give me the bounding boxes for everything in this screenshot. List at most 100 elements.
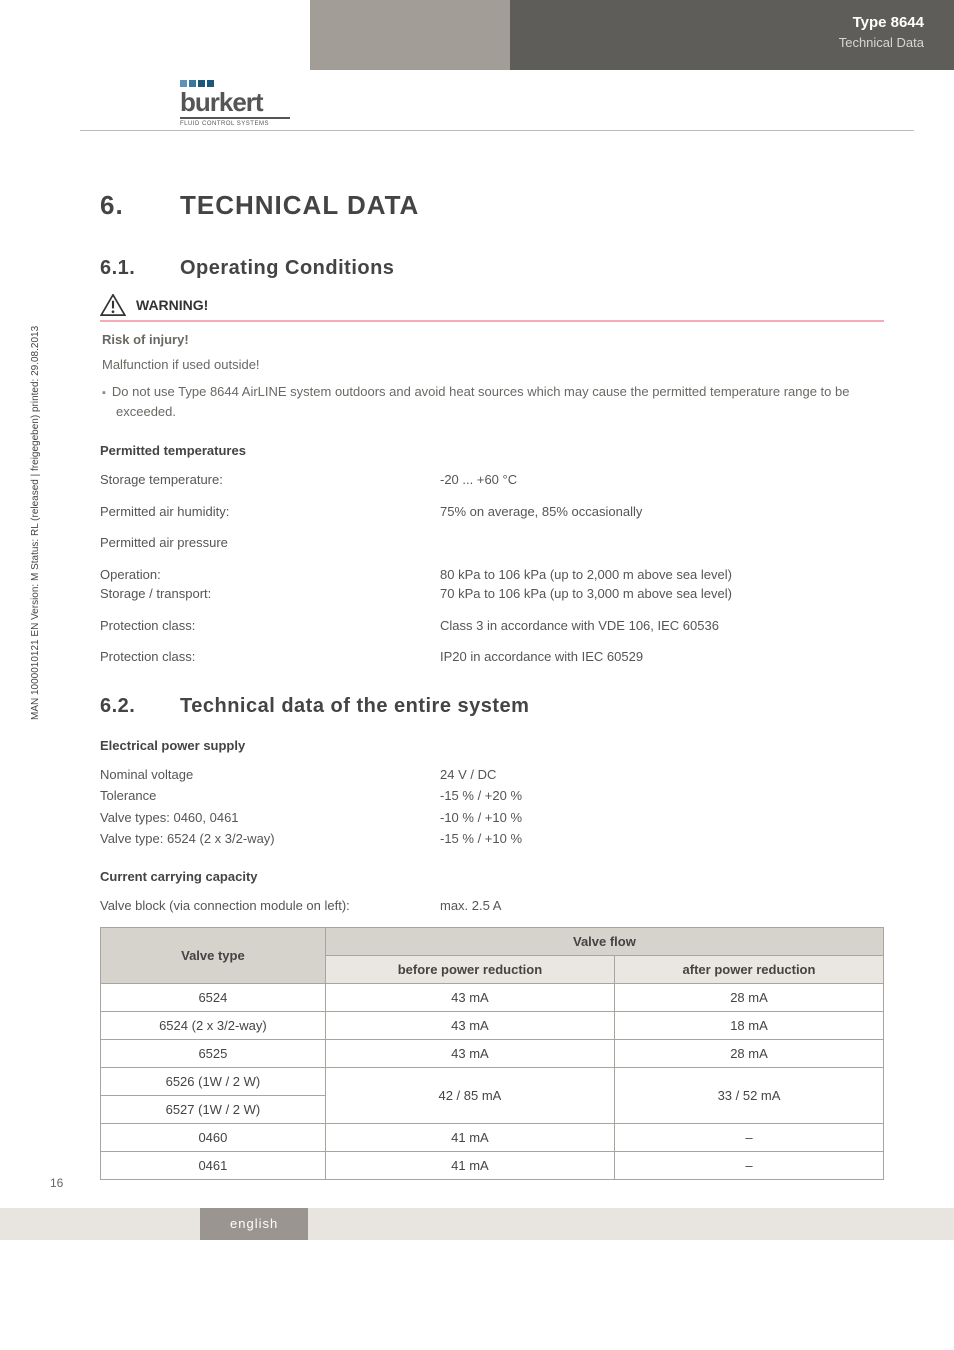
td-type: 0461: [101, 1152, 326, 1180]
page-header: Type 8644 Technical Data burkert FLUID C…: [0, 0, 954, 130]
header-divider: [80, 130, 914, 131]
kv-row: Valve type: 6524 (2 x 3/2-way)-15 % / +1…: [100, 829, 884, 849]
page-number: 16: [50, 1176, 63, 1190]
warning-label: WARNING!: [136, 297, 208, 313]
warning-body: Risk of injury! Malfunction if used outs…: [100, 330, 884, 423]
table-row: 046141 mA–: [101, 1152, 884, 1180]
subsection-heading: 6.1.Operating Conditions: [100, 257, 884, 280]
section-title: TECHNICAL DATA: [180, 190, 419, 220]
td-type: 0460: [101, 1124, 326, 1152]
subsection-title: Operating Conditions: [180, 257, 394, 279]
kv-value: max. 2.5 A: [440, 896, 884, 916]
bottom-bar: english: [0, 1208, 954, 1240]
subsection-number: 6.2.: [100, 695, 180, 718]
kv-row: Valve types: 0460, 0461-10 % / +10 %: [100, 808, 884, 828]
kv-key: Nominal voltage: [100, 765, 440, 785]
td-after: 28 mA: [615, 1040, 884, 1068]
td-before: 43 mA: [325, 1012, 614, 1040]
main-content: 6.TECHNICAL DATA 6.1.Operating Condition…: [0, 130, 954, 1240]
kv-value: 24 V / DC: [440, 765, 884, 785]
td-type: 6524: [101, 984, 326, 1012]
electrical-supply-title: Electrical power supply: [100, 738, 884, 753]
language-tab: english: [200, 1208, 308, 1240]
kv-row: Valve block (via connection module on le…: [100, 896, 884, 916]
warning-line: Malfunction if used outside!: [102, 355, 884, 376]
td-type: 6526 (1W / 2 W): [101, 1068, 326, 1096]
kv-row: Tolerance-15 % / +20 %: [100, 786, 884, 806]
side-metadata-text: MAN 1000010121 EN Version: M Status: RL …: [30, 326, 41, 720]
td-before: 42 / 85 mA: [325, 1068, 614, 1124]
type-line: Type 8644: [540, 14, 924, 31]
kv-value: -15 % / +20 %: [440, 786, 884, 806]
valve-table-body: 652443 mA28 mA6524 (2 x 3/2-way)43 mA18 …: [101, 984, 884, 1180]
td-after: –: [615, 1152, 884, 1180]
kv-value: -10 % / +10 %: [440, 808, 884, 828]
kv-list-electrical: Nominal voltage24 V / DCTolerance-15 % /…: [100, 765, 884, 849]
kv-key: Valve types: 0460, 0461: [100, 808, 440, 828]
valve-table: Valve type Valve flow before power reduc…: [100, 927, 884, 1180]
td-before: 41 mA: [325, 1124, 614, 1152]
table-row: 6524 (2 x 3/2-way)43 mA18 mA: [101, 1012, 884, 1040]
table-row: 046041 mA–: [101, 1124, 884, 1152]
kv-value: Class 3 in accordance with VDE 106, IEC …: [440, 616, 884, 636]
kv-row: Protection class:IP20 in accordance with…: [100, 647, 884, 667]
td-type: 6527 (1W / 2 W): [101, 1096, 326, 1124]
kv-key: Tolerance: [100, 786, 440, 806]
kv-value: -15 % / +10 %: [440, 829, 884, 849]
subsection-heading: 6.2.Technical data of the entire system: [100, 695, 884, 718]
logo-text: burkert: [180, 89, 290, 119]
current-capacity-title: Current carrying capacity: [100, 869, 884, 884]
subsection-title: Technical data of the entire system: [180, 695, 529, 717]
kv-key: Storage temperature:: [100, 470, 440, 490]
th-valve-type: Valve type: [101, 928, 326, 984]
kv-key: Permitted air pressure: [100, 533, 440, 553]
kv-key: Valve block (via connection module on le…: [100, 896, 440, 916]
kv-value: -20 ... +60 °C: [440, 470, 884, 490]
warning-header: WARNING!: [100, 294, 884, 322]
header-sub-line: Technical Data: [540, 35, 924, 50]
kv-key: Valve type: 6524 (2 x 3/2-way): [100, 829, 440, 849]
logo-tagline: FLUID CONTROL SYSTEMS: [180, 121, 290, 127]
th-before: before power reduction: [325, 956, 614, 984]
warning-risk-title: Risk of injury!: [102, 330, 884, 351]
td-after: 28 mA: [615, 984, 884, 1012]
kv-row: Operation: Storage / transport:80 kPa to…: [100, 565, 884, 604]
permitted-temp-title: Permitted temperatures: [100, 443, 884, 458]
kv-key: Operation: Storage / transport:: [100, 565, 440, 604]
kv-key: Permitted air humidity:: [100, 502, 440, 522]
td-before: 41 mA: [325, 1152, 614, 1180]
td-type: 6524 (2 x 3/2-way): [101, 1012, 326, 1040]
td-after: 33 / 52 mA: [615, 1068, 884, 1124]
table-row: 6526 (1W / 2 W)42 / 85 mA33 / 52 mA: [101, 1068, 884, 1096]
logo: burkert FLUID CONTROL SYSTEMS: [180, 80, 290, 127]
header-gray-block: [310, 0, 510, 70]
td-before: 43 mA: [325, 984, 614, 1012]
section-number: 6.: [100, 190, 180, 221]
kv-row: Nominal voltage24 V / DC: [100, 765, 884, 785]
kv-value: 75% on average, 85% occasionally: [440, 502, 884, 522]
logo-squares-icon: [180, 80, 290, 87]
section-heading: 6.TECHNICAL DATA: [100, 190, 884, 221]
kv-row: Storage temperature:-20 ... +60 °C: [100, 470, 884, 490]
kv-value: [440, 533, 884, 553]
th-after: after power reduction: [615, 956, 884, 984]
warning-bullet: Do not use Type 8644 AirLINE system outd…: [102, 382, 884, 424]
kv-value: 80 kPa to 106 kPa (up to 2,000 m above s…: [440, 565, 884, 604]
kv-value: IP20 in accordance with IEC 60529: [440, 647, 884, 667]
kv-key: Protection class:: [100, 647, 440, 667]
kv-row: Protection class:Class 3 in accordance w…: [100, 616, 884, 636]
warning-box: WARNING! Risk of injury! Malfunction if …: [100, 294, 884, 423]
table-row: 652543 mA28 mA: [101, 1040, 884, 1068]
td-type: 6525: [101, 1040, 326, 1068]
td-after: –: [615, 1124, 884, 1152]
td-before: 43 mA: [325, 1040, 614, 1068]
warning-triangle-icon: [100, 294, 126, 316]
subsection-number: 6.1.: [100, 257, 180, 280]
th-valve-flow: Valve flow: [325, 928, 883, 956]
header-dark-block: Type 8644 Technical Data: [510, 0, 954, 70]
kv-row: Permitted air humidity:75% on average, 8…: [100, 502, 884, 522]
kv-row: Permitted air pressure: [100, 533, 884, 553]
kv-key: Protection class:: [100, 616, 440, 636]
kv-list-operating: Storage temperature:-20 ... +60 °CPermit…: [100, 470, 884, 667]
table-header-row: Valve type Valve flow: [101, 928, 884, 956]
